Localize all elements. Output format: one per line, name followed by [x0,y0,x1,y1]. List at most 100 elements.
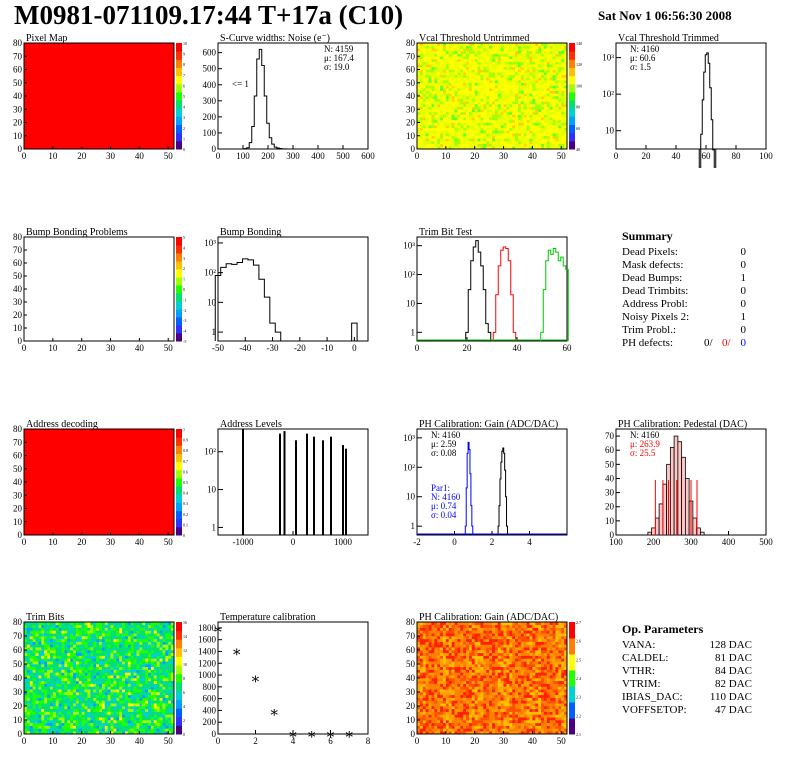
vcal_untrimmed-cell [506,130,510,134]
trim_bits-cell [162,686,166,690]
bump_problems-xtick-label: 40 [135,343,145,353]
trim_bits-cell [58,661,62,665]
trim_bits-cell [26,641,31,645]
pixel_map-colorbar-label: 5 [183,94,185,99]
trim_bits-cell [75,641,80,645]
trim_bits-cell [110,661,114,665]
vcal_untrimmed-cell [552,106,556,110]
trim_bits-cell [168,722,172,726]
scurve_noise-xtick-label: 0 [216,151,221,161]
trim_bits-cell [150,731,155,735]
vcal_untrimmed-cell [546,103,550,107]
vcal_untrimmed-cell [480,122,484,126]
trim_bits-cell [93,627,97,631]
vcal_untrimmed-cell [440,141,444,144]
vcal_untrimmed-cell [477,50,481,54]
vcal_untrimmed-cell [417,122,421,126]
vcal_untrimmed-cell [419,56,424,60]
vcal_untrimmed-cell [451,127,455,131]
trim_bits-cell [26,692,31,696]
vcal_untrimmed-cell [448,117,452,121]
vcal_untrimmed-cell [517,122,522,126]
trim_bits-cell [127,678,132,682]
ph_gain_map-cell [477,728,481,732]
ph_gain_map-cell [523,720,527,724]
vcal_untrimmed-cell [532,93,536,97]
vcal_untrimmed-cell [431,80,435,84]
vcal_untrimmed-cell [483,80,487,84]
ph_gain_map-cell [489,722,493,726]
trim_bits-cell [116,638,120,642]
vcal_untrimmed-cell [445,93,450,97]
vcal_untrimmed-cell [529,93,533,97]
trim_bits-cell [96,694,100,698]
trim_bits-cell [153,658,157,662]
trim_bits-cell [104,692,108,696]
trim_bits-cell [93,655,97,659]
trim_bits-cell [24,636,28,640]
trim_bits-cell [139,650,143,654]
vcal_untrimmed-cell [523,53,527,57]
trim_bits-cell [122,686,126,690]
trim_bits-cell [99,689,103,693]
vcal_untrimmed-cell [486,135,490,139]
vcal_untrimmed-cell [517,138,522,142]
ph_gain_map-cell [417,720,421,724]
trim_bits-cell [130,708,134,712]
trim_bits-cell [145,720,149,724]
vcal_untrimmed-cell [494,45,499,49]
trim_bits-cell [119,725,123,729]
vcal_untrimmed-cell [440,146,444,150]
vcal_untrimmed-cell [506,111,510,115]
vcal_untrimmed-cell [517,106,522,110]
vcal_untrimmed-cell [500,141,504,144]
vcal_untrimmed-cell [515,111,519,115]
trim_bits-cell [61,664,65,668]
ph_gain-stat: μ: 0.74 [431,501,457,511]
vcal_untrimmed-cell [535,133,539,137]
vcal_untrimmed-cell [543,117,548,121]
ph_gain_map-cell [419,722,424,726]
vcal_untrimmed-cell [489,96,493,99]
trim_bits-cell [52,703,57,707]
vcal_untrimmed-cell [460,103,464,107]
trim_bits-cell [159,731,163,735]
trim_bits-cell [145,624,149,628]
trim_bits-cell [150,624,155,628]
trim_bits-cell [47,638,51,642]
vcal_untrimmed-cell [564,56,568,60]
trim_bits-cell [110,669,114,673]
ph_gain_map-cell [448,725,452,729]
trim_bits-cell [171,661,175,665]
trim_bits-cell [148,683,152,687]
vcal_untrimmed-cell [529,133,533,137]
vcal_untrimmed-cell [500,74,504,78]
vcal_untrimmed-cell [558,135,562,139]
vcal_untrimmed-cell [497,77,501,81]
vcal_untrimmed-cell [523,103,527,107]
trim_bits-cell [162,652,166,656]
vcal_untrimmed-cell [419,138,424,142]
trim_bits-cell [153,630,157,634]
trim_bits-cell [168,720,172,724]
trim_bits-cell [64,661,68,665]
vcal_untrimmed-cell [419,90,424,94]
vcal_untrimmed-cell [448,122,452,126]
trim_bits-cell [142,658,146,662]
vcal_untrimmed-cell [515,119,519,123]
vcal_untrimmed-cell [460,133,464,137]
vcal_untrimmed-cell [532,43,536,46]
vcal_untrimmed-cell [466,82,470,86]
trim_bits-cell [93,644,97,648]
trim_bits-cell [38,661,42,665]
vcal_untrimmed-cell [543,66,548,70]
trim_bits-cell [119,644,123,648]
vcal_untrimmed-cell [425,58,429,62]
ph_gain_map-cell [448,720,452,724]
vcal_untrimmed-cell [468,138,473,142]
trim_bits-cell [41,666,45,670]
vcal_untrimmed-cell [517,114,522,118]
trim_bits-cell [96,644,100,648]
trim_bits-cell [110,666,114,670]
vcal_untrimmed-cell [451,72,455,76]
